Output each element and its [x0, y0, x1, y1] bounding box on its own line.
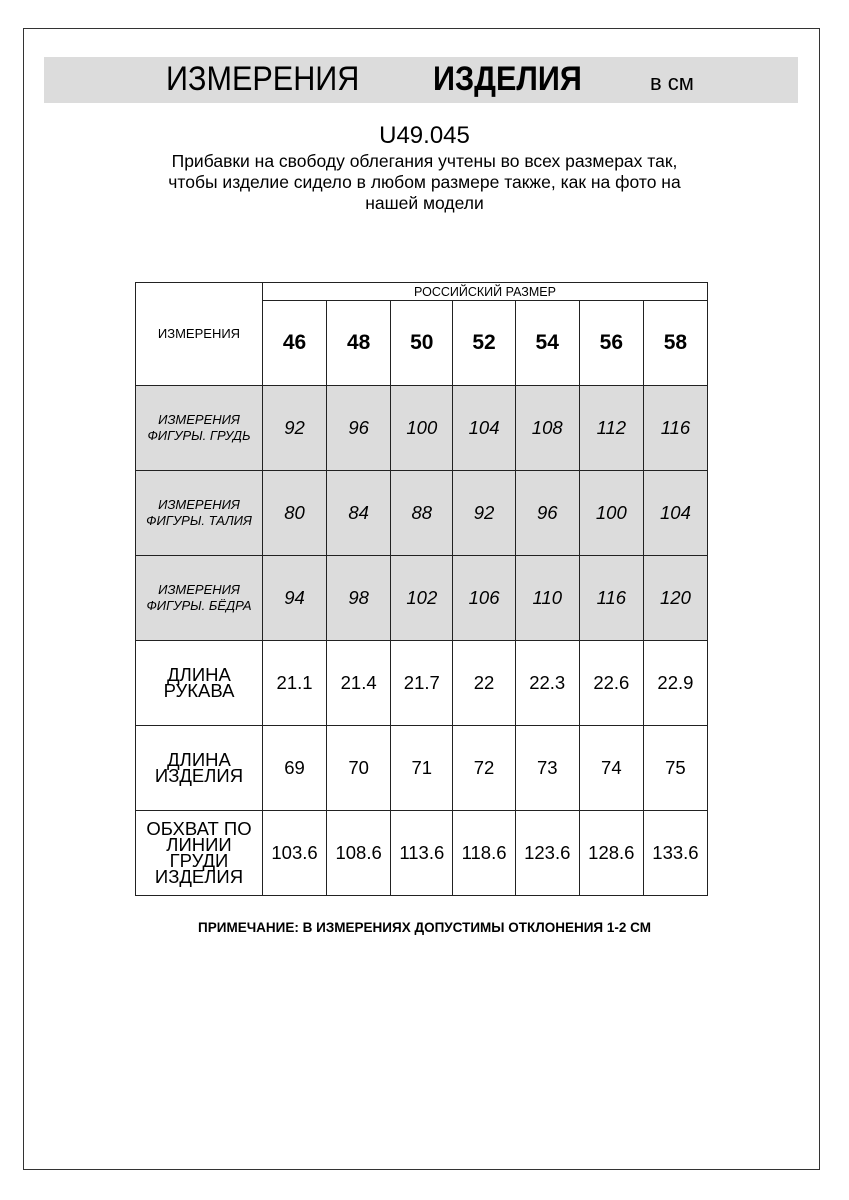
row-label-line: ИЗДЕЛИЯ — [154, 866, 244, 887]
size-header: 52 — [452, 300, 516, 386]
table-cell: 133.6 — [642, 810, 709, 896]
table-cell: 92 — [261, 385, 328, 471]
description-line: Прибавки на свободу облегания учтены во … — [171, 151, 678, 171]
table-cell: 80 — [261, 470, 328, 556]
row-label-line: ИЗМЕРЕНИЯ — [158, 497, 240, 512]
table-cell: 88 — [390, 470, 454, 556]
table-cell: 96 — [326, 385, 392, 471]
size-header: 50 — [390, 300, 454, 386]
size-header: 48 — [326, 300, 392, 386]
table-cell: 98 — [326, 555, 392, 641]
table-row: ДЛИНА ИЗДЕЛИЯ 69 70 71 72 73 74 75 — [135, 725, 709, 811]
row-label-line: ФИГУРЫ. ТАЛИЯ — [146, 513, 252, 528]
corner-label: ИЗМЕРЕНИЯ — [135, 282, 263, 386]
table-cell: 22.6 — [578, 640, 644, 726]
table-cell: 21.4 — [326, 640, 392, 726]
table-cell: 73 — [514, 725, 580, 811]
table-cell: 108.6 — [326, 810, 392, 896]
size-header: 58 — [642, 300, 709, 386]
size-header: 46 — [261, 300, 328, 386]
table-cell: 108 — [514, 385, 580, 471]
row-label: ДЛИНА ИЗДЕЛИЯ — [135, 725, 263, 811]
table-cell: 106 — [452, 555, 516, 641]
row-label: ИЗМЕРЕНИЯ ФИГУРЫ. БЁДРА — [135, 555, 263, 641]
row-label-line: ДЛИНА ИЗДЕЛИЯ — [154, 749, 244, 786]
table-cell: 21.1 — [261, 640, 328, 726]
table-cell: 22.3 — [514, 640, 580, 726]
table-cell: 74 — [578, 725, 644, 811]
row-label-line: ДЛИНА РУКАВА — [163, 664, 235, 701]
row-label: ИЗМЕРЕНИЯ ФИГУРЫ. ТАЛИЯ — [135, 470, 263, 556]
table-cell: 75 — [642, 725, 709, 811]
table-cell: 104 — [642, 470, 709, 556]
table-cell: 70 — [326, 725, 392, 811]
table-cell: 128.6 — [578, 810, 644, 896]
row-label-line: ИЗМЕРЕНИЯ — [158, 412, 240, 427]
size-header: 56 — [578, 300, 644, 386]
title-regular: ИЗМЕРЕНИЯ — [166, 60, 360, 98]
table-row: ДЛИНА РУКАВА 21.1 21.4 21.7 22 22.3 22.6 22.9 — [135, 640, 709, 726]
table-row: ИЗМЕРЕНИЯ ФИГУРЫ. ТАЛИЯ 80 84 88 92 96 100 104 — [135, 470, 709, 556]
row-label: ДЛИНА РУКАВА — [135, 640, 263, 726]
table-cell: 21.7 — [390, 640, 454, 726]
unit-label: в см — [650, 70, 694, 95]
table-cell: 22 — [452, 640, 516, 726]
table-cell: 120 — [642, 555, 709, 641]
row-label-line: ОБХВАТ ПО — [146, 818, 252, 839]
title-band — [44, 57, 798, 103]
size-header: 54 — [514, 300, 580, 386]
table-cell: 113.6 — [390, 810, 454, 896]
table-row: ИЗМЕРЕНИЯ ФИГУРЫ. ГРУДЬ 92 96 100 104 108 112 11… — [135, 385, 709, 471]
table-row: ИЗМЕРЕНИЯ ФИГУРЫ. БЁДРА 94 98 102 106 110 116 12… — [135, 555, 709, 641]
row-label-line: ФИГУРЫ. ГРУДЬ — [147, 428, 251, 443]
table-cell: 92 — [452, 470, 516, 556]
row-label-line: ФИГУРЫ. БЁДРА — [146, 598, 252, 613]
table-cell: 100 — [578, 470, 644, 556]
table-cell: 22.9 — [642, 640, 709, 726]
table-cell: 103.6 — [261, 810, 328, 896]
row-label-line: ИЗМЕРЕНИЯ — [158, 582, 240, 597]
description-line: чтобы изделие сидело в любом размере так… — [168, 172, 681, 192]
table-cell: 96 — [514, 470, 580, 556]
table-cell: 100 — [390, 385, 454, 471]
table-cell: 94 — [261, 555, 328, 641]
note: ПРИМЕЧАНИЕ: В ИЗМЕРЕНИЯХ ДОПУСТИМЫ ОТКЛО… — [198, 920, 651, 935]
description: Прибавки на свободу облегания учтены во … — [130, 151, 719, 214]
row-label: ИЗМЕРЕНИЯ ФИГУРЫ. ГРУДЬ — [135, 385, 263, 471]
group-header: РОССИЙСКИЙ РАЗМЕР — [262, 282, 708, 301]
table-cell: 104 — [452, 385, 516, 471]
table-cell: 116 — [642, 385, 709, 471]
table-cell: 69 — [261, 725, 328, 811]
table-cell: 102 — [390, 555, 454, 641]
table-cell: 116 — [578, 555, 644, 641]
table-cell: 118.6 — [452, 810, 516, 896]
title-bold: ИЗДЕЛИЯ — [433, 60, 582, 98]
row-label-line: ЛИНИИ ГРУДИ — [166, 834, 232, 871]
table-cell: 112 — [578, 385, 644, 471]
table-cell: 123.6 — [514, 810, 580, 896]
row-label: ОБХВАТ ПО ЛИНИИ ГРУДИ ИЗДЕЛИЯ — [135, 810, 263, 896]
table-cell: 110 — [514, 555, 580, 641]
page-frame — [23, 28, 820, 1170]
table-row: ОБХВАТ ПО ЛИНИИ ГРУДИ ИЗДЕЛИЯ 103.6 108.6 113… — [135, 810, 709, 896]
table-cell: 84 — [326, 470, 392, 556]
table-cell: 71 — [390, 725, 454, 811]
description-line: нашей модели — [365, 193, 484, 213]
table-cell: 72 — [452, 725, 516, 811]
article-code: U49.045 — [379, 122, 470, 149]
size-table: ИЗМЕРЕНИЯ РОССИЙСКИЙ РАЗМЕР 46 48 50 52 54 56… — [135, 282, 709, 896]
